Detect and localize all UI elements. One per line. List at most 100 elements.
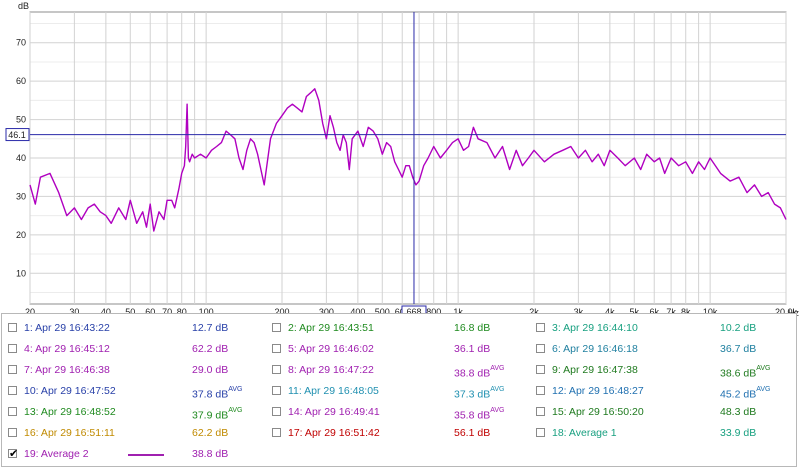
legend-checkbox[interactable]	[536, 386, 545, 395]
legend-entry: 19: Average 2 38.8 dB	[2, 444, 260, 465]
legend-checkbox[interactable]	[8, 444, 18, 465]
legend-checkbox[interactable]	[8, 386, 17, 395]
legend-entry: 18: Average 1 33.9 dB	[530, 423, 792, 444]
x-tick-label: 3k	[574, 307, 584, 317]
x-tick-label: 20	[25, 307, 35, 317]
legend-label: 13: Apr 29 16:48:52	[24, 406, 116, 418]
legend-checkbox[interactable]	[536, 344, 545, 353]
legend-value-text: 12.7 dB	[192, 322, 229, 334]
legend-checkbox[interactable]	[536, 323, 545, 332]
legend-checkbox[interactable]	[272, 407, 281, 416]
legend-label: 3: Apr 29 16:44:10	[552, 322, 638, 334]
legend-value: 38.6 dBAVG	[720, 360, 770, 385]
x-tick-label: 6k	[649, 307, 659, 317]
x-tick-label: 1k	[453, 307, 463, 317]
legend-value-text: 38.8 dB	[454, 367, 491, 380]
legend-label: 4: Apr 29 16:45:12	[24, 343, 110, 355]
legend-value-text: 16.8 dB	[454, 322, 491, 334]
cursor-y-readout-box	[5, 128, 30, 142]
legend-checkbox[interactable]	[8, 323, 17, 332]
legend-checkbox[interactable]	[272, 365, 281, 374]
legend-value-text: 62.2 dB	[192, 343, 229, 355]
legend-checkbox[interactable]	[272, 428, 281, 437]
legend-label: 7: Apr 29 16:46:38	[24, 364, 110, 376]
legend-value: 37.3 dBAVG	[454, 381, 504, 406]
legend-column-3: 3: Apr 29 16:44:10 10.2 dB 6: Apr 29 16:46…	[530, 318, 792, 444]
legend-label: 11: Apr 29 16:48:05	[288, 385, 379, 397]
x-tick-label: 10k	[703, 307, 718, 317]
legend-value: 35.8 dBAVG	[454, 402, 504, 427]
series-layer	[29, 88, 787, 232]
y-tick-label: 70	[16, 38, 26, 48]
avg-badge: AVG	[228, 407, 243, 414]
legend-entry: 15: Apr 29 16:50:20 48.3 dB	[530, 402, 792, 423]
x-tick-label: 8k	[681, 307, 691, 317]
legend-entry: 16: Apr 29 16:51:11 62.2 dB	[2, 423, 260, 444]
avg-badge: AVG	[756, 386, 771, 393]
legend-checkbox[interactable]	[8, 344, 17, 353]
y-tick-label: 20	[16, 230, 26, 240]
legend-value: 10.2 dB	[720, 318, 756, 339]
legend-checkbox[interactable]	[272, 386, 281, 395]
legend-value: 37.9 dBAVG	[192, 402, 242, 427]
legend-entry: 12: Apr 29 16:48:27 45.2 dBAVG	[530, 381, 792, 402]
legend-value: 29.0 dB	[192, 360, 228, 381]
x-tick-label: 7k	[666, 307, 676, 317]
x-tick-label: 800	[426, 307, 441, 317]
legend-entry: 10: Apr 29 16:47:52 37.8 dBAVG	[2, 381, 260, 402]
legend-value-text: 35.8 dB	[454, 409, 491, 422]
legend-label: 19: Average 2	[24, 448, 89, 460]
legend-checkbox[interactable]	[8, 365, 17, 374]
x-tick-label: 4k	[605, 307, 615, 317]
legend-label: 9: Apr 29 16:47:38	[552, 364, 638, 376]
legend-label: 16: Apr 29 16:51:11	[24, 427, 115, 439]
x-tick-label: 300	[319, 307, 334, 317]
x-tick-label: 400	[350, 307, 365, 317]
legend-label: 10: Apr 29 16:47:52	[24, 385, 116, 397]
legend-value: 37.8 dBAVG	[192, 381, 242, 406]
avg-badge: AVG	[490, 407, 505, 414]
legend-label: 1: Apr 29 16:43:22	[24, 322, 110, 334]
legend-checkbox[interactable]	[536, 407, 545, 416]
legend-checkbox[interactable]	[8, 428, 17, 437]
legend-label: 12: Apr 29 16:48:27	[552, 385, 644, 397]
legend-column-1: 1: Apr 29 16:43:22 12.7 dB 4: Apr 29 16:45…	[2, 318, 260, 465]
legend-value-text: 38.8 dB	[192, 448, 229, 460]
legend-checkbox[interactable]	[536, 365, 545, 374]
measurement-legend: 1: Apr 29 16:43:22 12.7 dB 4: Apr 29 16:45…	[1, 313, 797, 467]
legend-line-swatch	[128, 454, 164, 456]
legend-entry: 17: Apr 29 16:51:42 56.1 dB	[266, 423, 528, 444]
legend-entry: 5: Apr 29 16:46:02 36.1 dB	[266, 339, 528, 360]
legend-checkbox[interactable]	[8, 407, 17, 416]
legend-value: 36.1 dB	[454, 339, 490, 360]
legend-value: 36.7 dB	[720, 339, 756, 360]
legend-checkbox[interactable]	[536, 428, 545, 437]
cursor-x-readout: 668	[406, 307, 421, 317]
grid	[29, 12, 787, 304]
x-tick-label: 80	[177, 307, 187, 317]
legend-label: 8: Apr 29 16:47:22	[288, 364, 374, 376]
legend-label: 15: Apr 29 16:50:20	[552, 406, 644, 418]
legend-checkbox[interactable]	[272, 344, 281, 353]
x-tick-label: 20.0k	[775, 307, 798, 317]
legend-value-text: 48.3 dB	[720, 406, 757, 418]
x-tick-label: 100	[199, 307, 214, 317]
x-tick-labels: 203040506070801002003004005006008001k2k3…	[25, 307, 798, 317]
legend-label: 5: Apr 29 16:46:02	[288, 343, 374, 355]
legend-entry: 1: Apr 29 16:43:22 12.7 dB	[2, 318, 260, 339]
legend-value: 62.2 dB	[192, 339, 228, 360]
avg-badge: AVG	[490, 386, 505, 393]
x-tick-label: 60	[145, 307, 155, 317]
legend-value-text: 37.9 dB	[192, 409, 229, 422]
x-tick-label: 30	[69, 307, 79, 317]
x-tick-label: 2k	[529, 307, 539, 317]
avg-badge: AVG	[490, 365, 505, 372]
x-tick-label: 5k	[630, 307, 640, 317]
series-line-average-2	[29, 88, 787, 232]
y-tick-labels: 10 20 30 40 50 60 70	[16, 38, 26, 279]
legend-value-text: 38.6 dB	[720, 367, 757, 380]
legend-entry: 9: Apr 29 16:47:38 38.6 dBAVG	[530, 360, 792, 381]
legend-label: 18: Average 1	[552, 427, 617, 439]
legend-checkbox[interactable]	[272, 323, 281, 332]
